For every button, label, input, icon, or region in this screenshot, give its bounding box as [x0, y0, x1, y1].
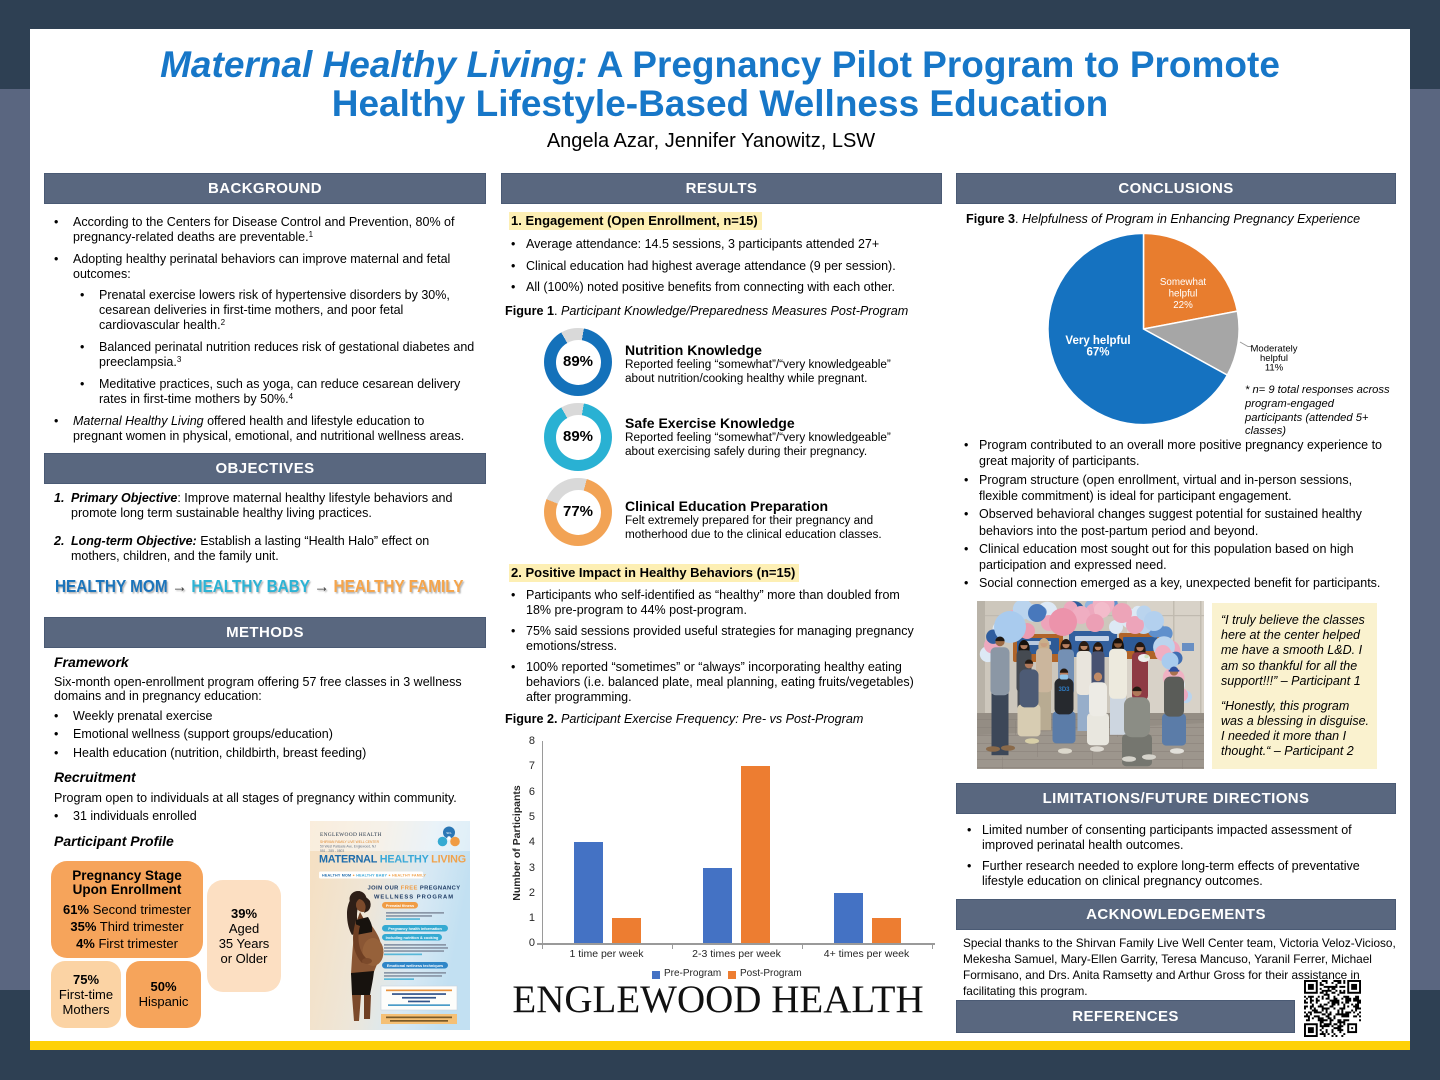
svg-text:JOIN OUR FREE PREGNANCY: JOIN OUR FREE PREGNANCY	[368, 886, 461, 892]
svg-text:ENGLEWOOD HEALTH: ENGLEWOOD HEALTH	[320, 832, 382, 838]
svg-text:11%: 11%	[1265, 363, 1284, 374]
svg-text:SFL: SFL	[446, 831, 452, 835]
svg-text:67%: 67%	[1086, 347, 1109, 359]
svg-text:551 - 285 - 0803: 551 - 285 - 0803	[320, 849, 344, 853]
svg-text:Prenatal fitness: Prenatal fitness	[386, 904, 414, 908]
svg-text:HEALTHY MOM ● HEALTHY BABY ● H: HEALTHY MOM ● HEALTHY BABY ● HEALTHY FAM…	[322, 874, 426, 878]
svg-text:Very helpful: Very helpful	[1065, 335, 1130, 347]
svg-text:MATERNAL HEALTHY LIVING: MATERNAL HEALTHY LIVING	[319, 854, 466, 866]
svg-text:Moderately: Moderately	[1251, 344, 1298, 355]
svg-text:helpful: helpful	[1169, 289, 1198, 300]
svg-text:22%: 22%	[1173, 300, 1193, 311]
svg-text:WELLNESS PROGRAM: WELLNESS PROGRAM	[374, 895, 454, 901]
svg-text:Pregnancy health information: Pregnancy health information	[388, 927, 442, 931]
svg-text:50 West Palisade Ave, Englewoo: 50 West Palisade Ave, Englewood, NJ	[320, 845, 376, 849]
svg-text:Emotional wellness techniques: Emotional wellness techniques	[387, 964, 443, 968]
svg-text:Somewhat: Somewhat	[1160, 277, 1207, 288]
svg-text:3D3: 3D3	[1058, 687, 1070, 693]
svg-text:Including nutrition & cooking: Including nutrition & cooking	[386, 936, 439, 940]
svg-text:helpful: helpful	[1260, 353, 1288, 364]
svg-text:SHIRVAN FAMILY LIVE WELL CENTE: SHIRVAN FAMILY LIVE WELL CENTER	[320, 840, 380, 844]
